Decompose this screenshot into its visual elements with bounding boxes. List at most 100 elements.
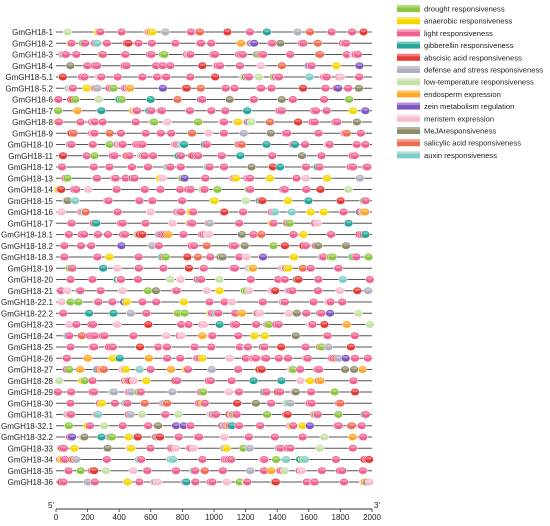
- cis-element-marker: [136, 455, 146, 464]
- cis-element-marker: [86, 241, 96, 250]
- cis-element-marker: [199, 185, 210, 194]
- gene-row: GmGH18-32.1: [1, 422, 372, 431]
- cis-element-marker: [102, 455, 112, 464]
- cis-element-marker: [62, 28, 73, 36]
- gene-label: GmGH18-18.1: [1, 231, 54, 240]
- cis-element-marker: [321, 106, 332, 115]
- marker-highlight: [133, 108, 140, 111]
- marker-highlight: [273, 457, 280, 460]
- marker-highlight: [69, 265, 76, 269]
- cis-element-marker: [182, 253, 192, 261]
- cis-element-marker: [195, 28, 205, 36]
- marker-highlight: [203, 142, 210, 145]
- swatch-highlight: [397, 78, 420, 81]
- marker-highlight: [177, 164, 184, 168]
- cis-element-marker: [167, 388, 177, 396]
- marker-highlight: [350, 378, 357, 381]
- marker-highlight: [113, 187, 120, 190]
- axis-tick-label: 1200: [237, 513, 255, 522]
- marker-highlight: [285, 310, 292, 314]
- cis-element-marker: [298, 230, 308, 239]
- cis-element-marker: [224, 388, 234, 396]
- marker-highlight: [231, 265, 238, 269]
- cis-element-marker: [356, 129, 366, 138]
- marker-highlight: [180, 423, 187, 426]
- marker-highlight: [314, 40, 321, 44]
- gene-row: GmGH18-28: [8, 377, 372, 386]
- marker-highlight: [99, 119, 106, 123]
- marker-highlight: [130, 468, 137, 471]
- marker-highlight: [326, 310, 333, 314]
- cis-element-marker: [342, 129, 352, 138]
- cis-element-marker: [157, 106, 167, 115]
- cis-element-marker: [270, 208, 280, 216]
- cis-element-marker: [183, 365, 193, 374]
- cis-element-marker: [87, 376, 98, 385]
- cis-element-marker: [131, 118, 141, 126]
- cis-element-marker: [161, 331, 171, 340]
- marker-highlight: [101, 333, 108, 336]
- cis-element-marker: [160, 28, 171, 36]
- marker-highlight: [285, 265, 292, 269]
- marker-highlight: [82, 40, 89, 44]
- cis-element-marker: [205, 253, 215, 261]
- cis-element-marker: [347, 421, 357, 430]
- marker-highlight: [174, 310, 181, 314]
- marker-highlight: [144, 164, 151, 168]
- gene-row: GmGH18-6: [12, 96, 372, 105]
- marker-highlight: [278, 344, 285, 348]
- cis-element-marker: [66, 410, 76, 419]
- cis-element-marker: [85, 421, 95, 430]
- cis-element-marker: [57, 163, 67, 171]
- gene-row: GmGH18-8: [12, 118, 372, 127]
- cis-element-marker: [341, 354, 351, 363]
- marker-highlight: [209, 479, 216, 483]
- marker-highlight: [194, 254, 201, 258]
- legend-item-meja: MeJAresponsiveness: [397, 127, 496, 136]
- marker-highlight: [86, 310, 93, 314]
- cis-element-marker: [66, 388, 76, 396]
- marker-highlight: [349, 108, 356, 111]
- cis-element-marker: [68, 84, 78, 93]
- marker-highlight: [231, 243, 238, 246]
- marker-highlight: [106, 254, 113, 258]
- marker-highlight: [284, 355, 291, 359]
- marker-highlight: [145, 322, 152, 325]
- legend-item-endosperm: endosperm expression: [397, 90, 501, 99]
- cis-element-marker: [360, 106, 371, 115]
- marker-highlight: [207, 254, 214, 258]
- cis-element-marker: [122, 298, 132, 306]
- marker-highlight: [359, 367, 366, 370]
- marker-highlight: [114, 209, 121, 213]
- gene-row: GmGH18-4: [12, 62, 372, 71]
- cis-element-marker: [271, 455, 281, 464]
- marker-highlight: [149, 198, 156, 201]
- cis-element-marker: [280, 275, 290, 284]
- cis-element-marker: [168, 455, 178, 464]
- marker-highlight: [292, 142, 299, 145]
- marker-highlight: [240, 130, 247, 134]
- marker-highlight: [195, 153, 202, 156]
- gene-row: GmGH18-19: [8, 264, 372, 273]
- marker-highlight: [89, 378, 96, 381]
- cis-element-marker: [331, 61, 341, 70]
- gene-label: GmGH18-35: [8, 467, 54, 476]
- cis-element-marker: [135, 343, 145, 351]
- gene-label: GmGH18-33: [8, 444, 54, 453]
- gene-label: GmGH18-16: [8, 208, 54, 217]
- marker-highlight: [95, 412, 102, 415]
- marker-highlight: [250, 265, 257, 269]
- marker-highlight: [355, 85, 362, 89]
- marker-highlight: [111, 400, 118, 404]
- marker-highlight: [316, 367, 323, 370]
- cis-element-marker: [352, 118, 362, 126]
- cis-element-marker: [214, 286, 225, 295]
- marker-highlight: [221, 434, 228, 438]
- cis-element-marker: [273, 320, 284, 329]
- cis-element-marker: [179, 174, 190, 183]
- cis-element-marker: [220, 106, 230, 115]
- legend-item-light: light responsiveness: [397, 29, 493, 38]
- marker-highlight: [278, 108, 285, 111]
- marker-highlight: [328, 29, 335, 33]
- cis-element-marker: [301, 309, 311, 318]
